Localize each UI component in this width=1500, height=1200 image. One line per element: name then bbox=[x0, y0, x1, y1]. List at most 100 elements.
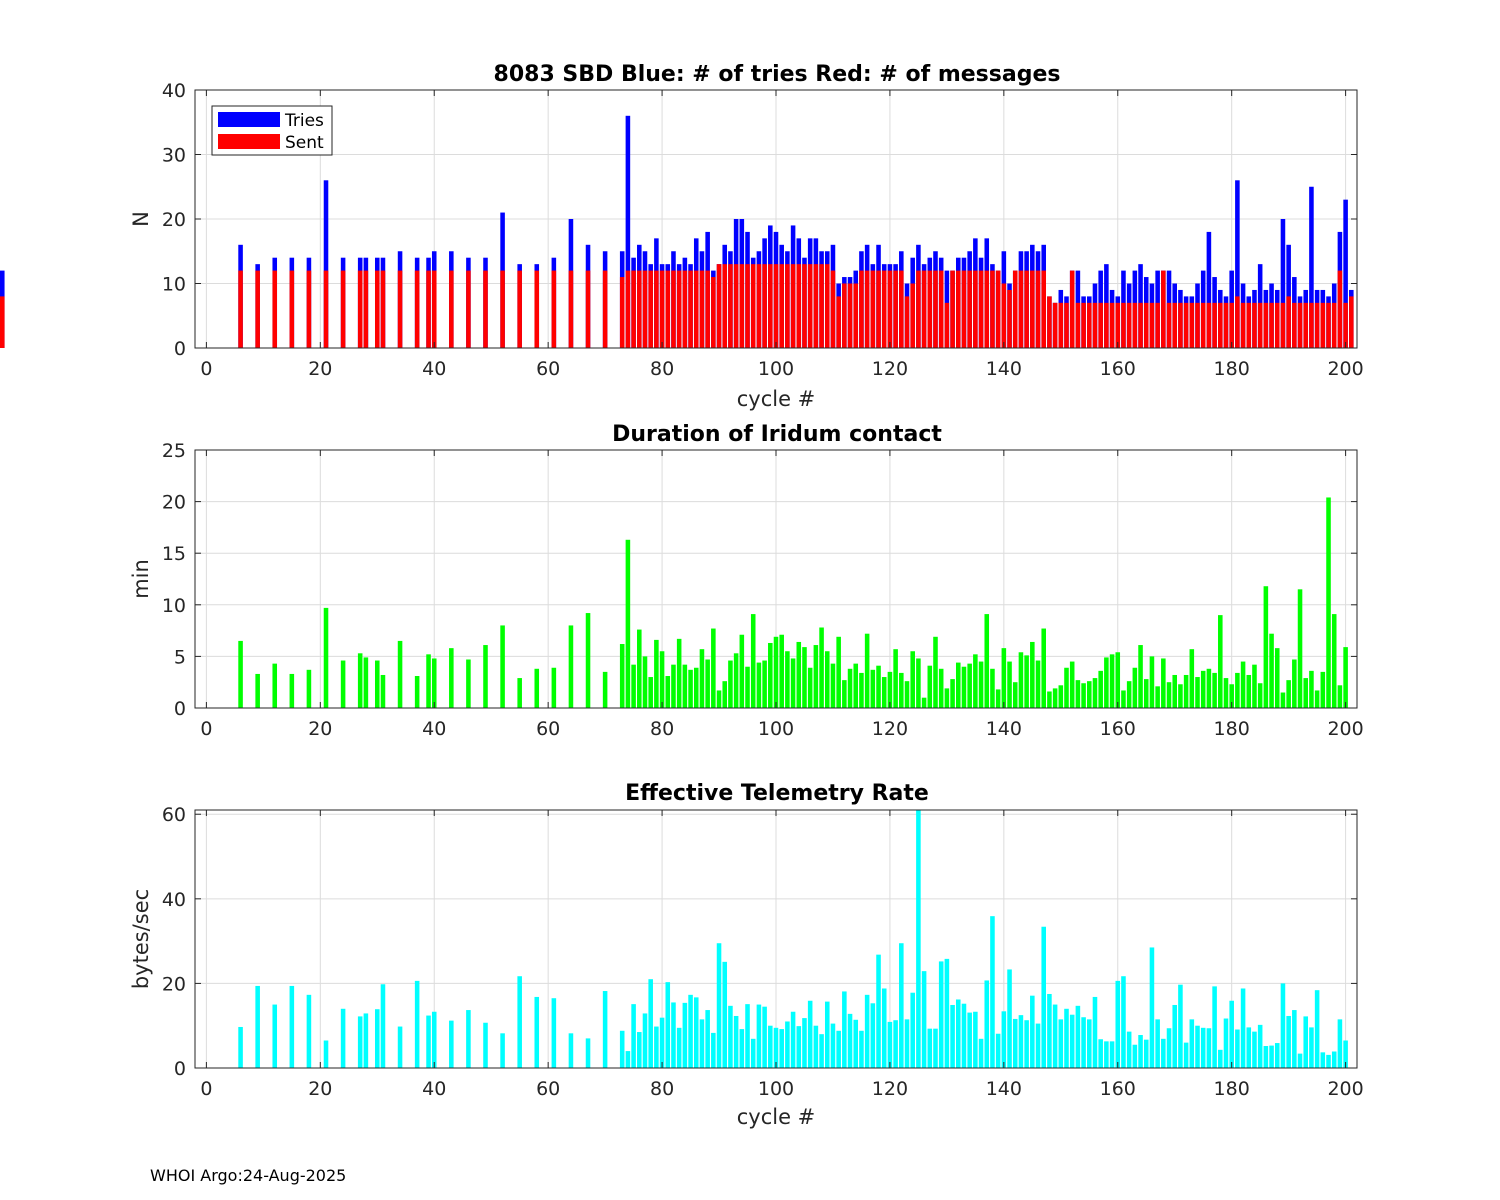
bar-sent bbox=[813, 264, 819, 348]
bar bbox=[733, 1015, 739, 1068]
bar bbox=[995, 689, 1001, 708]
bar-tries bbox=[1235, 180, 1240, 348]
x-tick-label: 100 bbox=[758, 358, 794, 380]
bar bbox=[1303, 1016, 1309, 1068]
bar-sent bbox=[836, 296, 841, 348]
x-tick-label: 20 bbox=[308, 1078, 332, 1100]
bar-sent bbox=[1161, 270, 1166, 348]
bar-sent bbox=[676, 270, 682, 348]
bar-tries bbox=[625, 115, 631, 348]
bar bbox=[619, 1030, 625, 1068]
bar bbox=[1161, 1038, 1166, 1068]
bar bbox=[1252, 1031, 1257, 1068]
bar bbox=[323, 1040, 329, 1068]
x-tick-label: 140 bbox=[986, 1078, 1022, 1100]
bar bbox=[768, 1025, 773, 1068]
bar bbox=[1087, 681, 1092, 708]
bar bbox=[602, 671, 608, 708]
y-axis-label: min bbox=[129, 559, 153, 599]
bar-sent bbox=[768, 264, 773, 348]
bar bbox=[568, 625, 574, 708]
bar-sent bbox=[340, 270, 346, 348]
bar bbox=[921, 697, 927, 708]
bar bbox=[904, 681, 910, 708]
bar bbox=[1303, 678, 1309, 708]
bar bbox=[933, 1028, 938, 1068]
bar-sent bbox=[1189, 302, 1195, 348]
bar-sent bbox=[431, 270, 437, 348]
bar bbox=[881, 988, 887, 1068]
bar-sent bbox=[876, 270, 881, 348]
bar bbox=[693, 997, 699, 1068]
bar bbox=[1172, 1004, 1178, 1068]
bar bbox=[1172, 674, 1178, 708]
bar bbox=[728, 1005, 733, 1068]
bar bbox=[654, 1026, 659, 1068]
bar-sent bbox=[1223, 302, 1229, 348]
bar bbox=[619, 644, 625, 708]
bar bbox=[637, 1032, 642, 1068]
bar bbox=[1035, 660, 1041, 708]
bar-sent bbox=[306, 270, 312, 348]
bar-sent bbox=[853, 283, 859, 348]
bar bbox=[676, 1027, 682, 1068]
bar bbox=[1218, 615, 1223, 708]
bar bbox=[654, 639, 659, 708]
bar bbox=[671, 664, 676, 708]
bar-sent bbox=[819, 264, 824, 348]
bar-sent bbox=[881, 270, 887, 348]
bar-sent bbox=[517, 270, 522, 348]
bar bbox=[1104, 1041, 1109, 1068]
bar-sent bbox=[955, 270, 961, 348]
bar bbox=[1331, 614, 1337, 708]
bar bbox=[739, 1029, 745, 1068]
x-tick-label: 0 bbox=[200, 718, 212, 740]
bar-sent bbox=[1138, 302, 1143, 348]
bar bbox=[819, 627, 824, 708]
bar-sent bbox=[933, 270, 938, 348]
bar bbox=[289, 985, 295, 1068]
bar bbox=[1149, 947, 1155, 1068]
bar-sent bbox=[1081, 302, 1086, 348]
bar bbox=[1246, 1027, 1252, 1068]
bar bbox=[665, 982, 671, 1068]
bar bbox=[374, 1009, 380, 1068]
bar bbox=[1064, 667, 1069, 708]
bar-sent bbox=[654, 270, 659, 348]
bar bbox=[773, 636, 779, 708]
bar bbox=[1149, 656, 1155, 708]
bar-sent bbox=[1035, 270, 1041, 348]
bar-sent bbox=[0, 296, 5, 348]
bar bbox=[483, 1022, 488, 1068]
bar bbox=[1007, 969, 1012, 1068]
bar-sent bbox=[688, 270, 693, 348]
bar bbox=[1195, 677, 1200, 708]
y-tick-label: 0 bbox=[174, 698, 186, 720]
y-axis-label: bytes/sec bbox=[129, 889, 153, 989]
bar-sent bbox=[921, 270, 927, 348]
bar bbox=[973, 654, 978, 708]
bar bbox=[340, 1008, 346, 1068]
bar bbox=[374, 660, 380, 708]
bar bbox=[768, 642, 773, 708]
bar-sent bbox=[762, 264, 767, 348]
bar bbox=[978, 1038, 984, 1068]
bar-sent bbox=[847, 283, 853, 348]
bar-sent bbox=[602, 270, 608, 348]
bar-sent bbox=[682, 270, 688, 348]
bar bbox=[1200, 1027, 1206, 1068]
bar bbox=[585, 613, 591, 708]
x-tick-label: 40 bbox=[422, 718, 446, 740]
bar-sent bbox=[1274, 302, 1280, 348]
bar bbox=[449, 1020, 454, 1068]
bar-tries bbox=[1309, 186, 1314, 348]
bar-sent bbox=[1012, 270, 1018, 348]
bar bbox=[887, 671, 893, 708]
bar-sent bbox=[414, 270, 420, 348]
bar bbox=[380, 674, 386, 708]
bar-sent bbox=[1143, 302, 1149, 348]
bar bbox=[357, 1016, 363, 1068]
bar bbox=[899, 672, 904, 708]
bar-sent bbox=[426, 270, 431, 348]
bar-sent bbox=[1018, 270, 1024, 348]
